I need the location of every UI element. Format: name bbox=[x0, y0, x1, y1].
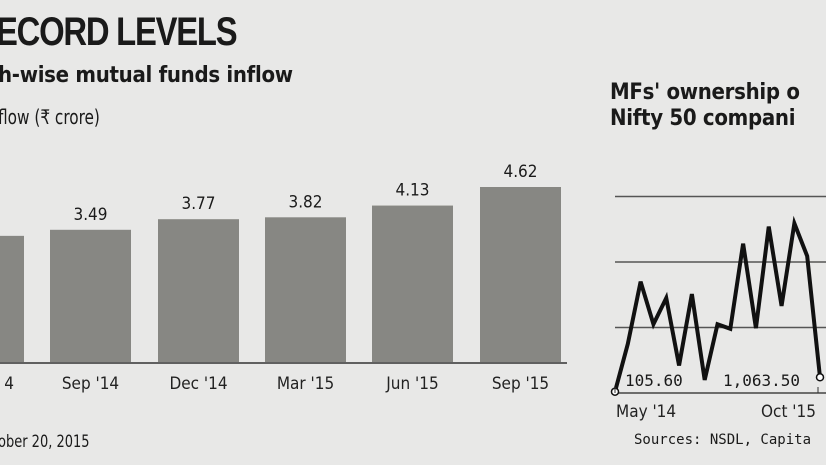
bar bbox=[480, 187, 561, 362]
bar-value-label: 3.49 bbox=[73, 205, 107, 225]
bar-value-label: 3.77 bbox=[181, 194, 215, 214]
x-tick-label: Oct '15 bbox=[761, 402, 816, 422]
x-tick-label: Mar '15 bbox=[277, 374, 334, 394]
data-point bbox=[815, 373, 825, 382]
x-tick-label: Dec '14 bbox=[169, 374, 227, 394]
bar bbox=[158, 219, 239, 362]
annotation-start: 105.60 bbox=[625, 371, 683, 390]
bar bbox=[0, 235, 24, 362]
annotation-end: 1,063.50 bbox=[723, 371, 800, 390]
line-chart-title-1: MFs' ownership o bbox=[610, 80, 800, 105]
x-tick-label: Sep '15 bbox=[492, 374, 549, 394]
x-tick-label: Sep '14 bbox=[62, 374, 119, 394]
bar-value-label: 3.82 bbox=[288, 192, 322, 212]
chart-title: ECORD LEVELS bbox=[0, 10, 238, 54]
sources-note: Sources: NSDL, Capita bbox=[634, 432, 812, 448]
unit-label: flow (₹ crore) bbox=[0, 105, 100, 129]
chart-subtitle: h-wise mutual funds inflow bbox=[0, 63, 293, 88]
x-tick-label: 4 bbox=[4, 374, 14, 394]
bar-value-label: 4.13 bbox=[395, 181, 429, 201]
line-chart-title-2: Nifty 50 compani bbox=[610, 106, 796, 131]
bar bbox=[50, 229, 131, 362]
data-line bbox=[613, 215, 822, 393]
x-tick-label: May '14 bbox=[616, 402, 676, 422]
x-tick-label: Jun '15 bbox=[385, 374, 438, 394]
footnote: ober 20, 2015 bbox=[0, 432, 90, 452]
bar bbox=[372, 205, 453, 362]
bar-value-label: 4.62 bbox=[503, 162, 537, 182]
bar bbox=[265, 217, 346, 362]
